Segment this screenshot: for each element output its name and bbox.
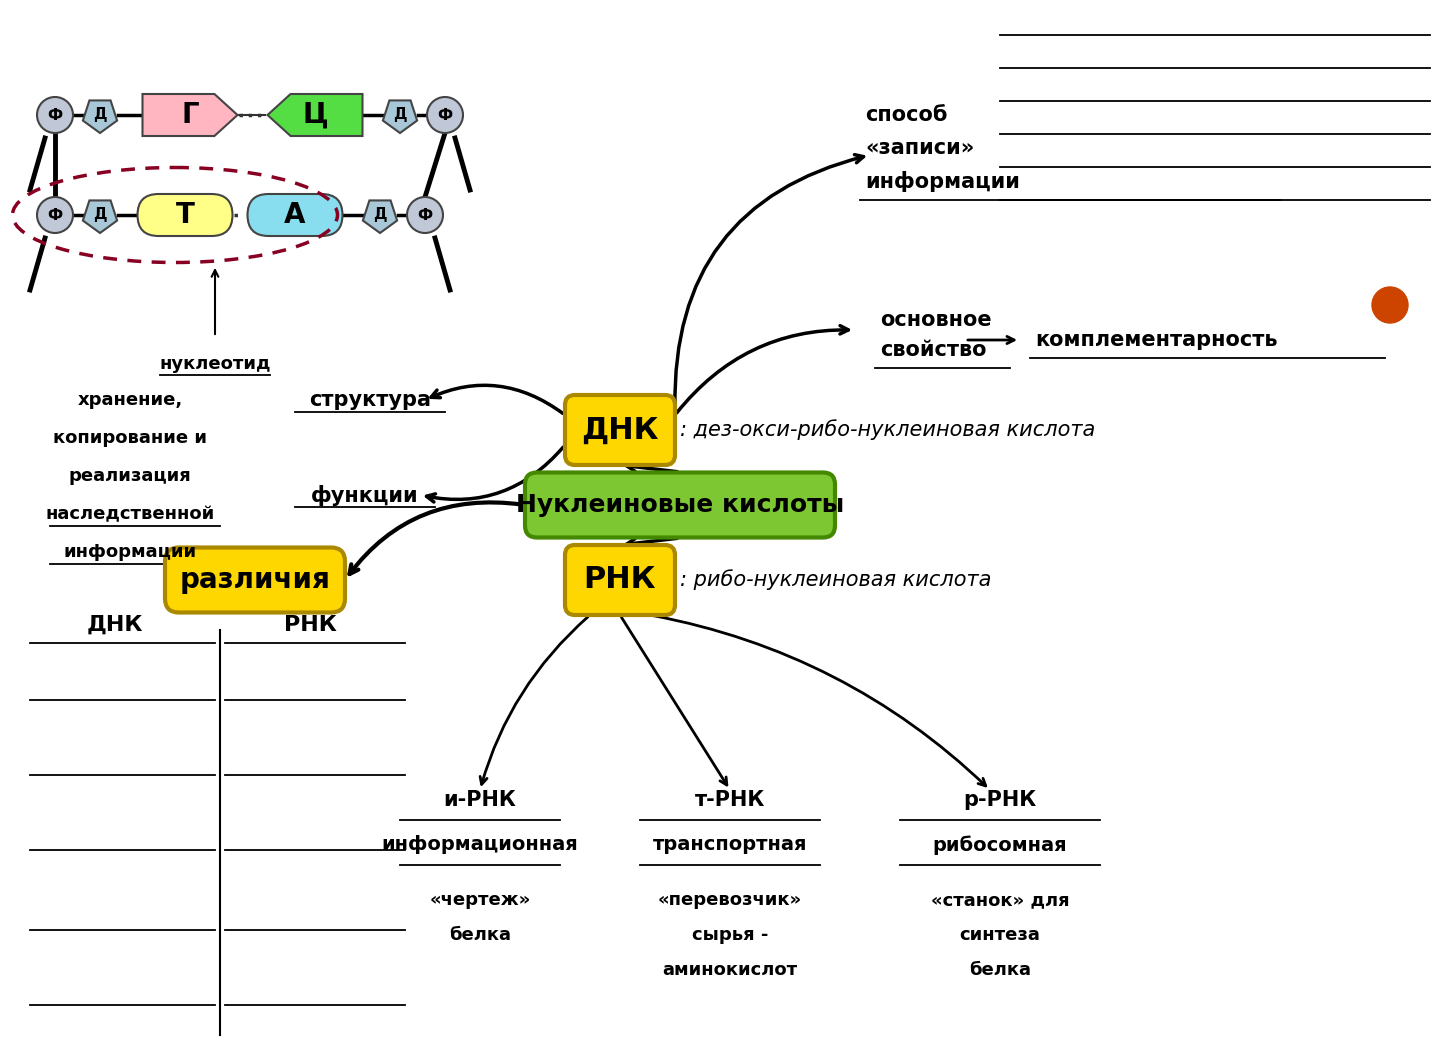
FancyBboxPatch shape — [525, 472, 835, 537]
Text: нуклеотид: нуклеотид — [159, 355, 271, 373]
Text: Ф: Ф — [48, 107, 63, 123]
Text: транспортная: транспортная — [653, 835, 808, 855]
Text: свойство: свойство — [880, 340, 986, 360]
Circle shape — [407, 197, 442, 233]
FancyBboxPatch shape — [164, 548, 345, 613]
Text: информации: информации — [866, 171, 1020, 192]
Text: сырья -: сырья - — [691, 926, 768, 944]
Text: информационная: информационная — [381, 835, 579, 855]
Text: Г: Г — [182, 101, 199, 129]
Text: Д: Д — [93, 107, 106, 123]
Text: наследственной: наследственной — [45, 505, 215, 523]
Text: различия: различия — [179, 566, 330, 594]
Text: : дез-окси-рибо-нуклеиновая кислота: : дез-окси-рибо-нуклеиновая кислота — [679, 420, 1096, 441]
FancyBboxPatch shape — [138, 194, 233, 236]
Text: Д: Д — [374, 208, 387, 222]
Text: Ф: Ф — [418, 208, 432, 222]
Text: Нуклеиновые кислоты: Нуклеиновые кислоты — [517, 493, 844, 517]
Text: рибосомная: рибосомная — [933, 835, 1068, 855]
Text: аминокислот: аминокислот — [662, 961, 797, 979]
Text: А: А — [284, 201, 306, 229]
Text: «станок» для: «станок» для — [931, 891, 1069, 909]
Text: информации: информации — [64, 543, 196, 561]
Text: Т: Т — [176, 201, 195, 229]
Text: хранение,: хранение, — [77, 391, 183, 409]
Polygon shape — [83, 200, 116, 233]
FancyBboxPatch shape — [247, 194, 342, 236]
Polygon shape — [383, 101, 418, 133]
FancyBboxPatch shape — [565, 395, 675, 465]
Text: т-РНК: т-РНК — [695, 790, 765, 810]
Text: РНК: РНК — [284, 615, 336, 635]
Text: Ц: Ц — [303, 101, 327, 129]
Circle shape — [36, 197, 73, 233]
Text: ДНК: ДНК — [581, 415, 659, 445]
Text: р-РНК: р-РНК — [963, 790, 1036, 810]
Text: структура: структура — [308, 390, 431, 410]
FancyBboxPatch shape — [565, 545, 675, 615]
Text: «записи»: «записи» — [866, 138, 975, 158]
Circle shape — [426, 97, 463, 133]
Circle shape — [36, 97, 73, 133]
Polygon shape — [83, 101, 116, 133]
Polygon shape — [143, 94, 237, 136]
Text: «перевозчик»: «перевозчик» — [658, 891, 802, 909]
Circle shape — [1372, 287, 1408, 323]
Text: «чертеж»: «чертеж» — [429, 891, 531, 909]
Text: функции: функции — [311, 485, 419, 506]
Text: белка: белка — [450, 926, 511, 944]
Text: Ф: Ф — [48, 208, 63, 222]
Text: и-РНК: и-РНК — [444, 790, 517, 810]
Text: реализация: реализация — [68, 467, 192, 485]
Text: Д: Д — [393, 107, 407, 123]
Text: Д: Д — [93, 208, 106, 222]
Text: Ф: Ф — [438, 107, 453, 123]
Text: комплементарность: комплементарность — [1035, 330, 1277, 350]
Text: ДНК: ДНК — [87, 615, 143, 635]
Text: способ: способ — [866, 105, 947, 125]
Text: : рибо-нуклеиновая кислота: : рибо-нуклеиновая кислота — [679, 570, 991, 591]
Polygon shape — [362, 200, 397, 233]
Polygon shape — [268, 94, 362, 136]
Text: белка: белка — [969, 961, 1032, 979]
Text: копирование и: копирование и — [52, 429, 207, 447]
Text: синтеза: синтеза — [959, 926, 1040, 944]
Text: основное: основное — [880, 311, 992, 330]
Text: РНК: РНК — [583, 565, 656, 595]
